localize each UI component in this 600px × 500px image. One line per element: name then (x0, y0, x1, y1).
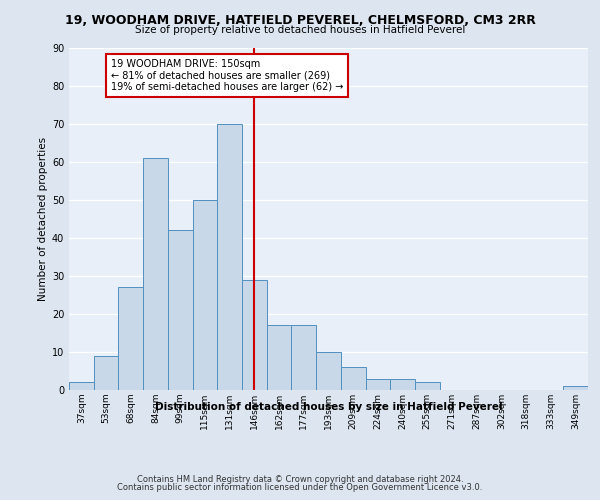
Text: Size of property relative to detached houses in Hatfield Peverel: Size of property relative to detached ho… (135, 25, 465, 35)
Text: 19, WOODHAM DRIVE, HATFIELD PEVEREL, CHELMSFORD, CM3 2RR: 19, WOODHAM DRIVE, HATFIELD PEVEREL, CHE… (65, 14, 535, 27)
Bar (193, 200, 217, 390)
Text: Distribution of detached houses by size in Hatfield Peverel: Distribution of detached houses by size … (155, 402, 503, 412)
Bar (168, 230, 193, 390)
Bar (390, 378, 415, 390)
Bar (217, 124, 242, 390)
Y-axis label: Number of detached properties: Number of detached properties (38, 136, 47, 301)
Text: Contains public sector information licensed under the Open Government Licence v3: Contains public sector information licen… (118, 483, 482, 492)
Text: 19 WOODHAM DRIVE: 150sqm
← 81% of detached houses are smaller (269)
19% of semi-: 19 WOODHAM DRIVE: 150sqm ← 81% of detach… (111, 59, 343, 92)
Bar (94, 356, 118, 390)
Bar (341, 367, 365, 390)
Bar (242, 280, 267, 390)
Text: Contains HM Land Registry data © Crown copyright and database right 2024.: Contains HM Land Registry data © Crown c… (137, 475, 463, 484)
Bar (143, 158, 168, 390)
Bar (415, 382, 440, 390)
Bar (267, 326, 292, 390)
Bar (563, 386, 588, 390)
Bar (292, 326, 316, 390)
Bar (365, 378, 390, 390)
Bar (316, 352, 341, 390)
Bar (69, 382, 94, 390)
Bar (118, 287, 143, 390)
